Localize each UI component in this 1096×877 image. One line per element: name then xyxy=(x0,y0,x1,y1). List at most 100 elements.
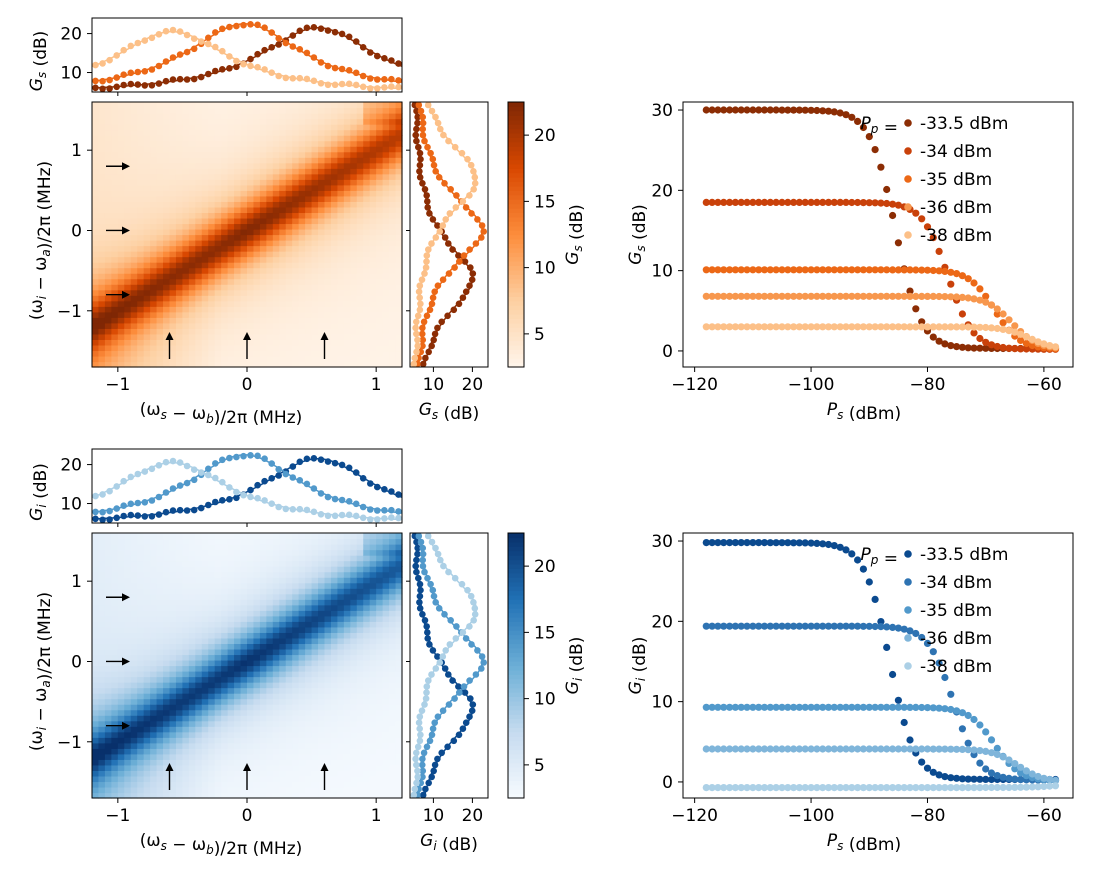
heatmap-cell xyxy=(285,212,293,219)
heatmap-cell xyxy=(175,671,184,678)
heatmap-cell xyxy=(98,720,106,727)
heatmap-cell xyxy=(266,654,274,661)
heatmap-cell xyxy=(376,339,384,346)
heatmap-cell xyxy=(240,659,248,667)
heatmap-cell xyxy=(143,748,151,755)
heatmap-cell xyxy=(188,344,196,352)
top-cut-point xyxy=(303,75,311,83)
heatmap-cell xyxy=(318,223,326,230)
heatmap-cell xyxy=(330,659,339,667)
heatmap-cell xyxy=(124,682,132,689)
heatmap-cell xyxy=(343,704,351,711)
heatmap-cell xyxy=(318,344,326,352)
heatmap-cell xyxy=(163,217,171,225)
heatmap-cell xyxy=(330,113,339,120)
heatmap-cell xyxy=(350,792,358,799)
heatmap-cell xyxy=(247,107,255,114)
heatmap-cell xyxy=(305,273,313,280)
heatmap-cell xyxy=(227,223,235,230)
heatmap-cell xyxy=(169,173,177,180)
heatmap-cell xyxy=(195,566,203,573)
heatmap-cell xyxy=(253,256,261,263)
side-cut-point xyxy=(414,336,421,344)
heatmap-cell xyxy=(292,786,300,794)
colorbar-step xyxy=(508,287,524,293)
heatmap-cell xyxy=(285,704,293,711)
heatmap-cell xyxy=(318,217,326,225)
heatmap-cell xyxy=(324,560,332,567)
heatmap-cell xyxy=(201,610,209,617)
heatmap-cell xyxy=(195,113,203,120)
heatmap-cell xyxy=(214,659,222,667)
heatmap-cell xyxy=(389,124,397,131)
heatmap-cell xyxy=(227,124,235,131)
heatmap-cell xyxy=(221,577,229,584)
heatmap-cell xyxy=(376,333,384,340)
heatmap-cell xyxy=(234,328,242,335)
side-cut-point xyxy=(431,330,439,338)
heatmap-cell xyxy=(175,626,184,633)
top-cut-point xyxy=(338,30,346,38)
heatmap-cell xyxy=(376,262,384,269)
heatmap-cell xyxy=(104,228,112,236)
colorbar-step xyxy=(508,261,524,267)
heatmap-cell xyxy=(124,267,132,274)
heatmap-cell xyxy=(201,737,209,744)
heatmap-cell xyxy=(240,295,248,302)
heatmap-cell xyxy=(382,273,390,280)
heatmap-cell xyxy=(201,555,209,562)
heatmap-cell xyxy=(182,151,190,158)
heatmap-cell xyxy=(337,654,345,661)
heatmap-cell xyxy=(195,311,203,318)
heatmap-cell xyxy=(104,555,112,562)
heatmap-cell xyxy=(137,135,145,142)
top-cut-point xyxy=(395,77,402,84)
heatmap-cell xyxy=(389,328,397,335)
panel-signal: −1 0 1−101(ωs − ωb)/2π (MHz)(ωi − ωa)/2π (… xyxy=(27,17,1074,428)
heatmap-cell xyxy=(285,350,293,357)
data-point xyxy=(912,209,920,217)
heatmap-cell xyxy=(98,748,106,755)
heatmap-cell xyxy=(311,549,319,556)
heatmap-cell xyxy=(285,251,293,258)
heatmap-cell xyxy=(117,251,125,258)
heatmap-cell xyxy=(298,300,306,307)
heatmap-cell xyxy=(169,113,177,120)
heatmap-cell xyxy=(137,549,145,556)
heatmap-cell xyxy=(363,344,371,352)
heatmap-cell xyxy=(279,251,287,258)
heatmap-cell xyxy=(343,648,351,656)
heatmap-cell xyxy=(253,162,261,169)
heatmap-cell xyxy=(156,604,164,611)
heatmap-cell xyxy=(214,228,222,236)
heatmap-cell xyxy=(175,234,184,241)
heatmap-cell xyxy=(201,588,209,595)
heatmap-cell xyxy=(169,146,177,153)
heatmap-cell xyxy=(98,151,106,158)
heatmap-cell xyxy=(104,632,112,639)
heatmap-cell xyxy=(395,344,403,352)
heatmap-cell xyxy=(98,118,106,125)
heatmap-cell xyxy=(175,217,184,225)
heatmap-cell xyxy=(324,355,332,363)
heatmap-cell xyxy=(175,339,184,346)
heatmap-cell xyxy=(247,284,255,291)
heatmap-cell xyxy=(240,124,248,131)
heatmap-cell xyxy=(330,566,339,573)
colorbar-step xyxy=(508,247,524,253)
heatmap-cell xyxy=(169,604,177,611)
heatmap-cell xyxy=(305,140,313,147)
heatmap-cell xyxy=(318,775,326,783)
heatmap-cell xyxy=(195,273,203,280)
heatmap-cell xyxy=(117,665,125,672)
heatmap-cell xyxy=(175,284,184,291)
heatmap-cell xyxy=(169,648,177,656)
heatmap-cell xyxy=(98,764,106,771)
heatmap-cell xyxy=(395,350,403,357)
heatmap-cell xyxy=(234,610,242,617)
heatmap-cell xyxy=(137,604,145,611)
heatmap-cell xyxy=(137,770,145,777)
heatmap-cell xyxy=(234,549,242,556)
data-point xyxy=(999,319,1007,327)
heatmap-cell xyxy=(156,753,164,760)
